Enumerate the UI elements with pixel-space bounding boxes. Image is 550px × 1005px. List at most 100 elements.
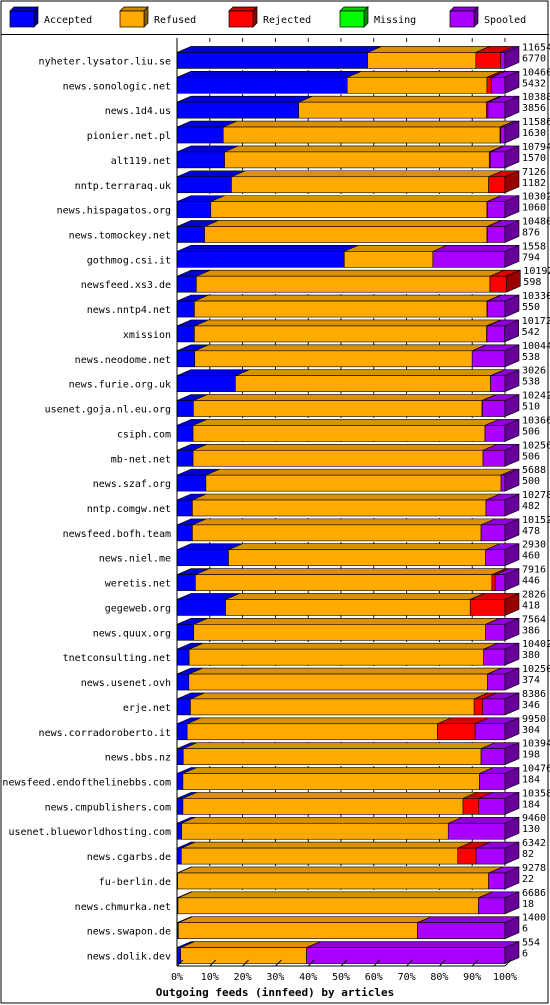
bar-side	[504, 593, 520, 616]
total-label: 1558	[522, 241, 546, 252]
bar-segment	[483, 648, 506, 666]
bar-segment	[210, 201, 488, 218]
bar-side	[504, 369, 520, 393]
bar-segment	[485, 549, 506, 567]
category-label: news.furie.org.uk	[69, 380, 171, 391]
x-tick-label: 0%	[171, 972, 183, 983]
bar-side	[504, 145, 520, 169]
total-label: 10358	[522, 788, 550, 799]
bar-segment	[417, 922, 506, 940]
bar-segment	[176, 773, 184, 790]
bar-segment	[176, 474, 207, 492]
accepted-count-label: 500	[522, 476, 540, 487]
legend-swatch-top	[119, 6, 149, 12]
total-label: 10044	[522, 341, 550, 352]
bar-side	[504, 70, 520, 94]
total-label: 1400	[522, 913, 546, 924]
bar-segment	[478, 798, 506, 815]
x-tick-label: 60%	[365, 972, 383, 983]
bar-segment	[176, 549, 229, 567]
bar-segment	[224, 151, 490, 169]
accepted-count-label: 542	[522, 327, 540, 338]
bar-segment	[474, 723, 506, 741]
total-label: 554	[522, 938, 540, 949]
bar-side	[504, 518, 520, 542]
bar-segment	[177, 897, 479, 915]
bar-segment	[471, 350, 506, 368]
bar-side	[504, 941, 520, 965]
total-label: 10480	[522, 216, 550, 227]
bar-segment	[188, 648, 484, 666]
accepted-count-label: 510	[522, 402, 540, 413]
tick-mark	[242, 959, 249, 967]
bar-segment-top	[224, 145, 504, 153]
bar-side	[504, 294, 520, 318]
total-label: 10794	[522, 142, 550, 153]
accepted-count-label: 598	[523, 277, 541, 288]
bar-segment-top	[192, 518, 496, 526]
accepted-count-label: 418	[522, 600, 540, 611]
category-label: news.sonologic.net	[63, 81, 171, 92]
total-label: 5688	[522, 465, 546, 476]
total-label: 10388	[522, 92, 550, 103]
category-label: newsfeed.endofthelinebbs.com	[2, 778, 171, 789]
bar-segment-top	[176, 95, 313, 103]
bar-segment-top	[183, 742, 496, 749]
bar-segment	[298, 101, 487, 119]
total-label: 10302	[522, 192, 550, 203]
total-label: 10366	[522, 415, 550, 426]
legend-swatch-side	[473, 6, 479, 28]
bar-segment	[437, 723, 476, 741]
total-label: 10242	[522, 391, 550, 402]
accepted-count-label: 482	[522, 501, 540, 512]
accepted-count-label: 538	[522, 352, 540, 363]
bar-side	[504, 717, 520, 741]
category-label: news.tomockey.net	[69, 230, 171, 241]
bar-side	[504, 493, 520, 517]
bar-segment	[176, 126, 224, 144]
category-label: erje.net	[123, 703, 171, 714]
bar-side	[504, 244, 520, 268]
bar-side	[504, 443, 520, 467]
bar-segment	[482, 400, 506, 417]
category-label: news.szaf.org	[93, 479, 171, 490]
bar-segment	[489, 275, 507, 293]
accepted-count-label: 538	[522, 377, 540, 388]
tick-mark	[176, 959, 184, 967]
bar-segment	[488, 872, 506, 890]
bar-segment	[478, 897, 506, 915]
x-tick-label: 90%	[463, 972, 481, 983]
bar-segment	[177, 872, 489, 890]
bar-segment	[192, 449, 484, 467]
bar-segment	[489, 151, 506, 169]
accepted-count-label: 876	[522, 227, 540, 238]
category-label: news.bbs.nz	[105, 753, 171, 764]
bar-segment	[176, 201, 212, 218]
x-tick-label: 10%	[201, 972, 219, 983]
bar-segment	[473, 698, 483, 716]
bar-segment	[176, 375, 236, 392]
bar-segment	[180, 847, 459, 865]
accepted-count-label: 3856	[522, 103, 546, 114]
bar-side	[504, 220, 520, 243]
bar-segment-top	[367, 46, 490, 53]
bar-segment	[176, 847, 182, 865]
bar-segment-top	[192, 443, 498, 451]
total-label: 10152	[522, 515, 550, 526]
bar-segment-top	[182, 792, 478, 799]
bar-segment-top	[344, 245, 447, 252]
total-label: 10476	[522, 764, 550, 775]
bar-segment	[176, 350, 196, 368]
tick-mark	[406, 959, 413, 967]
bar-segment-top	[187, 717, 452, 725]
bar-segment	[192, 425, 486, 442]
bar-segment-top	[195, 568, 506, 575]
bar-segment-top	[181, 841, 472, 849]
accepted-count-label: 506	[522, 426, 540, 437]
bar-segment	[176, 151, 225, 169]
accepted-count-label: 130	[522, 824, 540, 835]
bar-segment	[176, 449, 194, 467]
bar-segment	[176, 822, 182, 840]
bar-segment	[196, 275, 491, 293]
bar-segment	[500, 126, 506, 144]
